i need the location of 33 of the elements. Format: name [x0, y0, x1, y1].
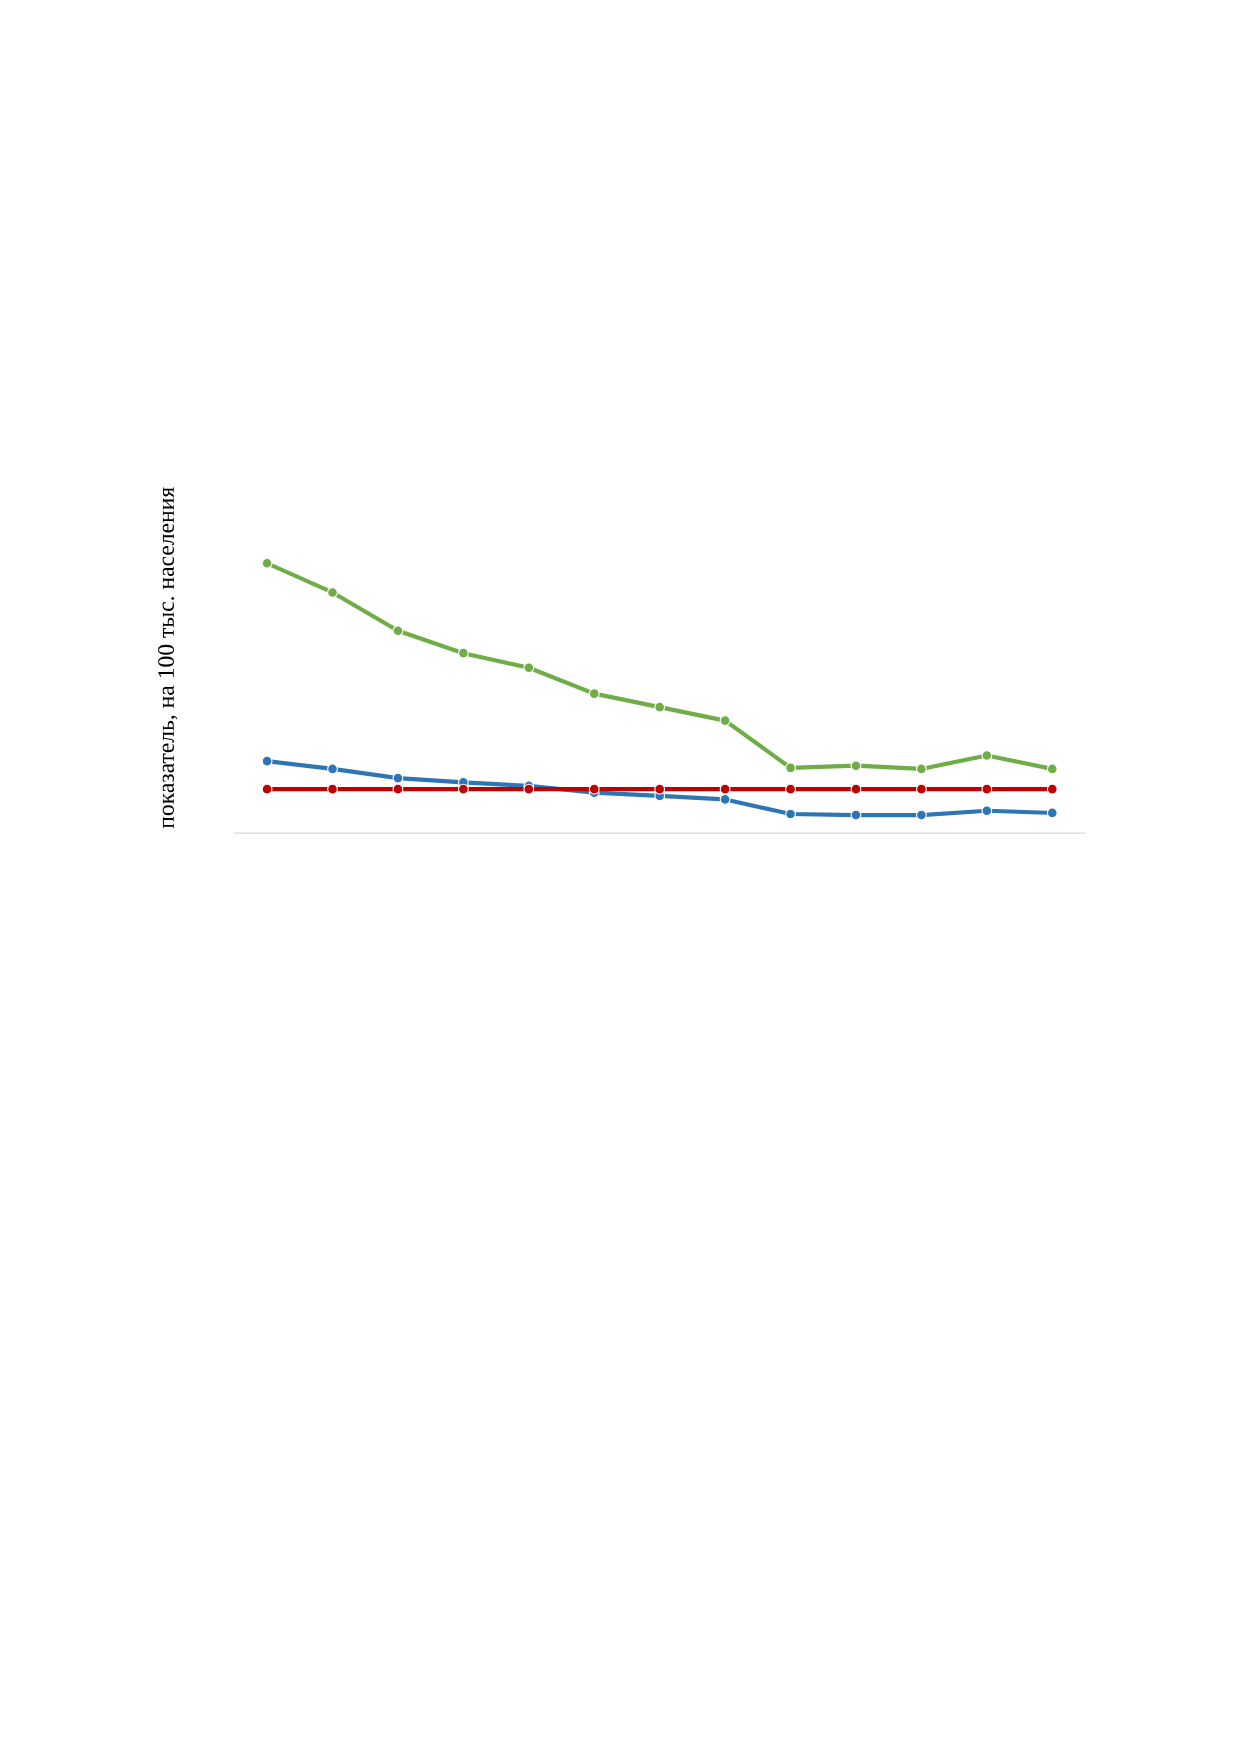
point [457, 647, 469, 659]
point [1046, 763, 1058, 775]
point [850, 760, 862, 772]
point [981, 750, 993, 761]
point [915, 763, 927, 775]
point [719, 783, 731, 795]
point [785, 783, 796, 795]
point [785, 808, 796, 820]
point [327, 783, 338, 795]
point [1046, 807, 1058, 819]
point [981, 783, 993, 795]
point [981, 805, 993, 817]
point [719, 794, 731, 805]
point [850, 809, 862, 821]
point [850, 783, 862, 795]
point [392, 625, 404, 637]
point [915, 809, 927, 821]
point [915, 783, 927, 795]
point [261, 783, 273, 795]
point [588, 783, 600, 795]
point [523, 662, 535, 674]
point [392, 783, 404, 795]
point [261, 755, 273, 767]
point [261, 557, 273, 569]
point [654, 701, 666, 713]
point [327, 587, 338, 598]
point [654, 783, 666, 795]
point [785, 762, 796, 774]
y-axis-title: показатель, на 100 тыс. населения [158, 487, 178, 829]
point [1046, 783, 1058, 795]
point [457, 783, 469, 795]
point [392, 772, 404, 784]
point [327, 763, 338, 775]
